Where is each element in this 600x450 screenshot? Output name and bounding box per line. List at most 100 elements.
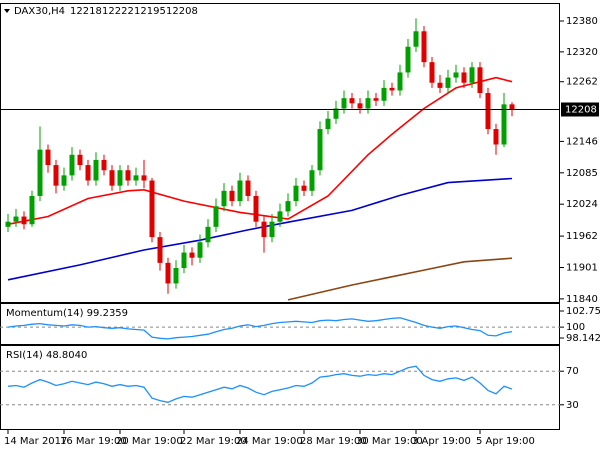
y-tick-label: 12262: [566, 77, 598, 88]
candle-body: [389, 87, 395, 91]
candle-body: [205, 226, 211, 243]
candle-body: [397, 72, 403, 91]
candle-body: [509, 104, 515, 110]
candle-body: [293, 185, 299, 202]
candle-body: [333, 108, 339, 119]
candle-body: [437, 82, 443, 88]
price-label: 12208: [565, 104, 597, 115]
candle-body: [253, 195, 259, 222]
candle-body: [309, 170, 315, 191]
candle-body: [421, 31, 427, 63]
indicator-line: [7, 365, 513, 403]
candle-body: [381, 87, 387, 101]
candle-body: [93, 159, 99, 181]
candle-body: [13, 216, 19, 222]
indicator-line: [7, 317, 513, 340]
x-tick-label: 28 Mar 19:00: [300, 436, 367, 447]
y-tick-label: 11840: [566, 294, 598, 305]
x-tick-label: 3 Apr 19:00: [412, 436, 471, 447]
y-tick-label: 11901: [566, 262, 598, 273]
last-open: 12218: [70, 6, 102, 17]
price-label-box: [561, 102, 599, 117]
candle-body: [213, 206, 219, 227]
y-tick-label: 70: [566, 366, 579, 377]
candle-body: [77, 154, 83, 166]
y-tick-label: 12024: [566, 199, 598, 210]
candle-body: [37, 149, 43, 196]
last-low: 12195: [134, 6, 166, 17]
candle-body: [285, 201, 291, 212]
y-tick-label: 11962: [566, 231, 598, 242]
candle-body: [165, 262, 171, 284]
indicator-title: RSI(14) 48.8040: [6, 350, 87, 361]
candle-body: [501, 104, 507, 145]
y-tick-label: 12320: [566, 47, 598, 58]
candle-body: [125, 170, 131, 181]
candle-body: [173, 268, 179, 284]
candle-body: [181, 252, 187, 269]
x-tick-label: 20 Mar 19:00: [116, 436, 183, 447]
x-tick-label: 24 Mar 19:00: [236, 436, 303, 447]
candle-body: [325, 118, 331, 130]
y-tick-label: 98.1427: [566, 333, 600, 344]
candle-body: [269, 221, 275, 238]
candle-body: [453, 72, 459, 78]
y-tick-label: 12380: [566, 16, 598, 27]
main-panel-frame: [0, 3, 560, 303]
y-tick-label: 102.7526: [566, 306, 600, 317]
x-tick-label: 5 Apr 19:00: [476, 436, 535, 447]
x-tick-label: 30 Mar 19:00: [356, 436, 423, 447]
candle-body: [245, 180, 251, 196]
candle-body: [45, 149, 51, 166]
candle-body: [365, 98, 371, 109]
candle-body: [445, 77, 451, 88]
candle-body: [29, 195, 35, 225]
moving-average: [287, 257, 513, 301]
candle-body: [229, 190, 235, 202]
candle-body: [221, 190, 227, 207]
chart-title: DAX30,H4: [14, 6, 65, 17]
candle-body: [69, 154, 75, 176]
candle-body: [61, 175, 67, 186]
last-close: 12208: [166, 6, 198, 17]
candle-body: [469, 67, 475, 83]
candle-body: [405, 46, 411, 73]
candle-body: [149, 180, 155, 238]
candle-body: [349, 98, 355, 104]
candle-body: [485, 93, 491, 130]
candle-body: [341, 98, 347, 109]
moving-average: [7, 76, 513, 226]
candle-body: [461, 72, 467, 83]
x-tick-label: 16 Mar 19:00: [60, 436, 127, 447]
candle-body: [301, 185, 307, 191]
candle-body: [141, 175, 147, 181]
candle-body: [477, 67, 483, 94]
candle-body: [373, 98, 379, 101]
candle-body: [117, 170, 123, 186]
candle-body: [413, 31, 419, 47]
y-tick-label: 30: [566, 400, 579, 411]
y-tick-label: 12146: [566, 136, 598, 147]
moving-average: [7, 177, 513, 281]
rsi-panel-frame: [0, 345, 560, 430]
x-tick-label: 22 Mar 19:00: [180, 436, 247, 447]
candle-body: [237, 180, 243, 202]
x-tick-label: 14 Mar 2017: [4, 436, 67, 447]
candle-body: [53, 165, 59, 186]
candle-body: [109, 170, 115, 186]
candle-body: [5, 221, 11, 227]
candle-body: [21, 216, 27, 225]
menu-triangle: [4, 9, 10, 13]
candle-body: [101, 159, 107, 171]
last-high: 12222: [102, 6, 134, 17]
candle-body: [197, 242, 203, 258]
momentum-panel-frame: [0, 303, 560, 345]
candle-body: [357, 103, 363, 109]
candle-body: [429, 62, 435, 83]
candle-body: [261, 221, 267, 238]
y-tick-label: 100: [566, 322, 585, 333]
candle-body: [493, 129, 499, 145]
candle-body: [133, 175, 139, 181]
